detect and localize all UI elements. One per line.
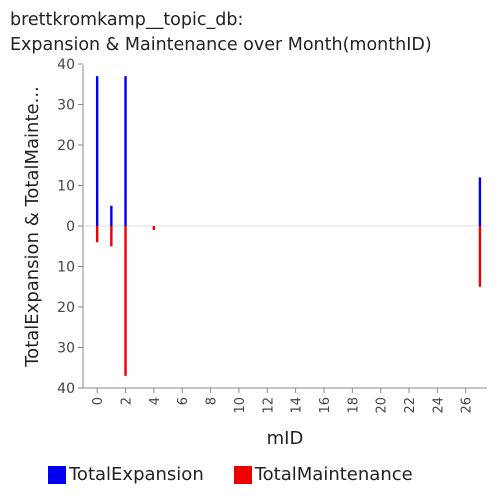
bar-total-maintenance (95, 226, 99, 243)
y-tick-label: 40 (57, 57, 75, 73)
y-tick-label: 0 (66, 219, 75, 235)
x-tick-label: 20 (375, 397, 390, 414)
y-tick-label: 10 (57, 179, 75, 195)
y-tick-label: 40 (57, 381, 75, 397)
x-tick-label: 26 (460, 397, 475, 414)
legend-item-maintenance: TotalMaintenance (233, 464, 413, 485)
y-tick-label: 20 (57, 300, 75, 316)
bar-total-expansion (124, 76, 127, 227)
bar-total-maintenance (152, 226, 156, 231)
x-tick-label: 10 (233, 397, 248, 414)
legend-swatch-expansion (48, 465, 66, 484)
bar-total-maintenance (110, 226, 113, 247)
x-tick-label: 16 (318, 397, 333, 414)
y-tick-label: 30 (57, 341, 75, 357)
x-tick-label: 8 (205, 397, 220, 405)
x-tick-label: 14 (290, 397, 305, 414)
x-axis-title: mID (267, 428, 304, 449)
legend-label-expansion: TotalExpansion (69, 464, 204, 485)
x-tick-label: 4 (148, 397, 163, 405)
chart-title-line2: Expansion & Maintenance over Month(month… (10, 35, 432, 55)
bar-total-maintenance (124, 226, 127, 376)
x-tick-label: 6 (176, 397, 191, 405)
legend-swatch-maintenance (233, 465, 252, 484)
bar-total-expansion (110, 205, 113, 226)
x-tick-label: 22 (403, 397, 418, 414)
chart-title-line1: brettkromkamp__topic_db: (10, 10, 244, 30)
legend: TotalExpansion TotalMaintenance (48, 464, 443, 485)
y-axis-title: TotalExpansion & TotalMainte... (22, 86, 43, 368)
legend-label-maintenance: TotalMaintenance (254, 464, 413, 485)
bar-total-expansion (95, 76, 99, 227)
y-tick-label: 10 (57, 260, 75, 276)
bar-total-maintenance (478, 226, 482, 287)
x-tick-label: 24 (431, 397, 446, 414)
x-tick-label: 12 (261, 397, 276, 414)
x-tick-label: 18 (346, 397, 361, 414)
x-tick-label: 0 (91, 397, 106, 405)
y-tick-label: 30 (57, 98, 75, 114)
bar-total-expansion (478, 177, 482, 226)
x-tick-label: 2 (120, 397, 135, 405)
legend-item-expansion: TotalExpansion (48, 464, 204, 485)
y-tick-label: 20 (57, 138, 75, 154)
chart-title: brettkromkamp__topic_db: Expansion & Mai… (10, 8, 432, 58)
